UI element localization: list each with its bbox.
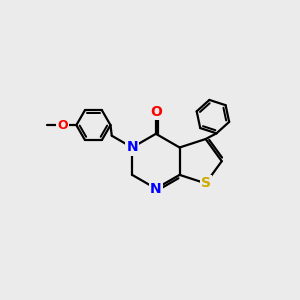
Text: S: S: [201, 176, 211, 190]
Text: N: N: [126, 140, 138, 154]
Text: O: O: [57, 118, 68, 132]
Text: N: N: [150, 182, 162, 196]
Text: O: O: [150, 105, 162, 119]
